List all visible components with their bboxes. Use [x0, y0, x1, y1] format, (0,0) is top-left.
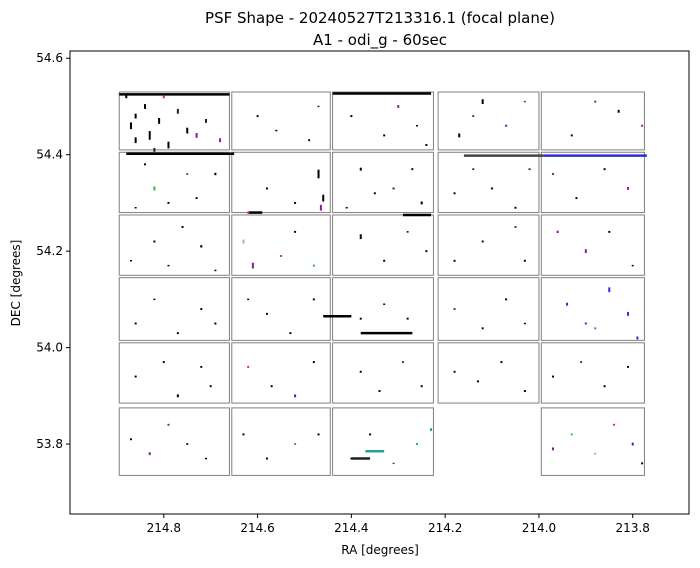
y-axis-label: DEC [degrees] — [9, 240, 23, 327]
plot-area — [118, 91, 647, 476]
y-tick-label: 54.0 — [36, 341, 63, 355]
ota-outline — [231, 91, 331, 151]
ota-outline — [437, 214, 540, 276]
x-tick-label: 214.8 — [147, 521, 181, 535]
ota-outline — [540, 407, 645, 476]
y-tick-label: 54.2 — [36, 244, 63, 258]
ota-outline — [231, 342, 331, 404]
ota-outline — [540, 151, 645, 214]
ota-outline — [231, 151, 331, 214]
ota-outline — [437, 91, 540, 151]
x-axis-label: RA [degrees] — [341, 543, 419, 557]
ota-outline — [332, 214, 434, 276]
y-tick-label: 54.4 — [36, 148, 63, 162]
y-tick-label: 54.6 — [36, 51, 63, 65]
x-tick-label: 214.6 — [240, 521, 274, 535]
ota-outline — [231, 214, 331, 276]
ota-outline — [437, 342, 540, 404]
x-ticks: 214.8 214.6 214.4 214.2 214.0 213.8 — [147, 514, 650, 535]
x-tick-label: 214.2 — [428, 521, 462, 535]
ota-outline — [118, 151, 230, 214]
ota-outline — [118, 277, 230, 341]
chart-subtitle: A1 - odi_g - 60sec — [313, 31, 447, 50]
x-tick-label: 214.0 — [522, 521, 556, 535]
ota-outline — [231, 407, 331, 476]
ota-outline — [118, 214, 230, 276]
ota-outline — [118, 91, 230, 151]
axes-frame — [69, 50, 690, 515]
ota-outline — [332, 277, 434, 341]
ota-outline — [118, 407, 230, 476]
chart-title: PSF Shape - 20240527T213316.1 (focal pla… — [205, 9, 555, 27]
ota-outline — [332, 91, 434, 151]
x-tick-label: 213.8 — [616, 521, 650, 535]
ota-outline — [437, 277, 540, 341]
ota-outline — [540, 214, 645, 276]
x-tick-label: 214.4 — [334, 521, 368, 535]
y-tick-label: 53.8 — [36, 437, 63, 451]
ota-outline — [231, 277, 331, 341]
ota-outline — [118, 342, 230, 404]
ota-outline — [540, 342, 645, 404]
y-ticks: 54.6 54.4 54.2 54.0 53.8 — [36, 51, 70, 451]
ota-outline — [437, 151, 540, 214]
ota-outline — [540, 91, 645, 151]
ota-outline — [332, 407, 434, 476]
ota-outline — [332, 151, 434, 214]
ota-outline — [540, 277, 645, 341]
ota-outline — [332, 342, 434, 404]
